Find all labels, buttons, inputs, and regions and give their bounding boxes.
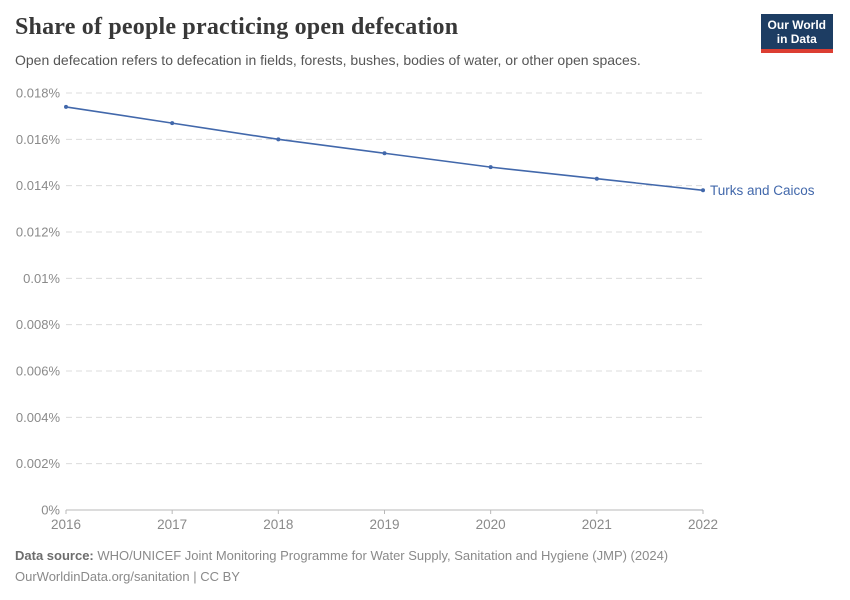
- data-source-label: Data source:: [15, 548, 94, 563]
- chart-title: Share of people practicing open defecati…: [15, 14, 459, 40]
- y-tick-label: 0.014%: [16, 178, 61, 193]
- y-tick-label: 0.004%: [16, 410, 61, 425]
- x-tick-label: 2018: [263, 517, 293, 532]
- chart-subtitle: Open defecation refers to defecation in …: [15, 52, 641, 68]
- x-tick-label: 2019: [369, 517, 399, 532]
- data-point[interactable]: [382, 151, 387, 156]
- data-point[interactable]: [170, 121, 175, 126]
- x-tick-label: 2017: [157, 517, 187, 532]
- y-tick-label: 0.018%: [16, 86, 61, 101]
- y-tick-label: 0.008%: [16, 317, 61, 332]
- y-tick-label: 0.006%: [16, 364, 61, 379]
- x-tick-label: 2022: [688, 517, 718, 532]
- data-source-text: WHO/UNICEF Joint Monitoring Programme fo…: [97, 548, 669, 563]
- y-tick-label: 0.002%: [16, 456, 61, 471]
- owid-logo-line1: Our World: [767, 18, 826, 32]
- chart-footer: Data source: WHO/UNICEF Joint Monitoring…: [15, 545, 668, 587]
- x-tick-label: 2021: [582, 517, 612, 532]
- data-source-line: Data source: WHO/UNICEF Joint Monitoring…: [15, 545, 668, 566]
- y-tick-label: 0.01%: [23, 271, 60, 286]
- entity-label[interactable]: Turks and Caicos: [710, 183, 815, 198]
- x-tick-label: 2016: [51, 517, 81, 532]
- owid-logo: Our World in Data: [760, 14, 833, 53]
- data-point[interactable]: [701, 188, 705, 193]
- data-point[interactable]: [64, 104, 68, 109]
- y-tick-label: 0.016%: [16, 132, 61, 147]
- y-tick-label: 0%: [41, 503, 60, 518]
- license-line: OurWorldinData.org/sanitation | CC BY: [15, 569, 240, 584]
- data-point[interactable]: [488, 165, 493, 170]
- data-point[interactable]: [594, 176, 599, 181]
- chart-line[interactable]: [65, 106, 704, 192]
- x-tick-label: 2020: [476, 517, 506, 532]
- owid-logo-line2: in Data: [776, 32, 817, 46]
- data-point[interactable]: [276, 137, 281, 142]
- y-tick-label: 0.012%: [16, 225, 61, 240]
